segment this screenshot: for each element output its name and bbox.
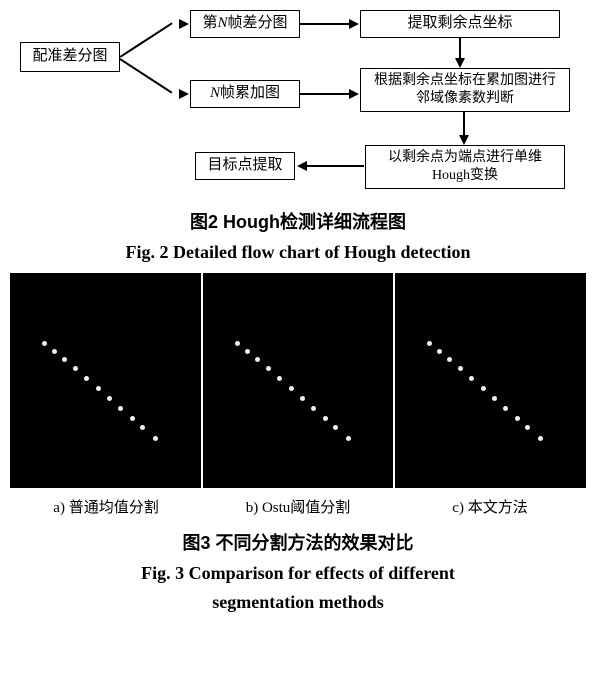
dot [96,386,101,391]
box-hough-transform: 以剩余点为端点进行单维Hough变换 [365,145,565,189]
dot [140,425,145,430]
dot [245,349,250,354]
dot [300,396,305,401]
dot [266,366,271,371]
dot [481,386,486,391]
dot [42,341,47,346]
dot [515,416,520,421]
dot [52,349,57,354]
line-extract-to-neighbor [459,38,461,60]
dot [84,376,89,381]
box-start-text: 配准差分图 [32,47,107,67]
arrow-nth-to-extract [349,19,359,29]
arrow-to-n-accum [179,89,189,99]
dot [235,341,240,346]
dot [255,357,260,362]
fig3-caption-cn: 图3 不同分割方法的效果对比 [0,529,596,555]
line-start-upper [120,22,173,57]
box-n-accum-text: N帧累加图 [210,84,280,104]
line-nth-to-extract [300,23,350,25]
arrow-extract-to-neighbor [455,58,465,68]
box-n-accum: N帧累加图 [190,80,300,108]
box-nth-diff: 第N帧差分图 [190,10,300,38]
box-neighbor-judge-text: 根据剩余点坐标在累加图进行邻域像素数判断 [369,72,561,108]
dot [107,396,112,401]
dot [323,416,328,421]
label-b: b) Ostu阈值分割 [202,496,394,517]
fig3-caption-en-line1: Fig. 3 Comparison for effects of differe… [0,563,596,584]
box-hough-transform-text: 以剩余点为端点进行单维Hough变换 [374,149,556,185]
dot [538,436,543,441]
box-nth-diff-text: 第N帧差分图 [202,14,287,34]
dot [427,341,432,346]
fig2-caption-en: Fig. 2 Detailed flow chart of Hough dete… [0,242,596,263]
image-panel-a [10,273,201,488]
line-hough-to-target [306,165,364,167]
box-extract-coord-text: 提取剩余点坐标 [407,14,512,34]
flowchart-container: 配准差分图 第N帧差分图 N帧累加图 提取剩余点坐标 根据剩余点坐标在累加图进行… [0,0,596,200]
box-neighbor-judge: 根据剩余点坐标在累加图进行邻域像素数判断 [360,68,570,112]
line-start-lower [120,58,173,93]
arrow-accum-to-neighbor [349,89,359,99]
dot [333,425,338,430]
dot [469,376,474,381]
dot [525,425,530,430]
dot [277,376,282,381]
dot [503,406,508,411]
box-extract-coord: 提取剩余点坐标 [360,10,560,38]
dot [458,366,463,371]
dot [118,406,123,411]
box-target-extract-text: 目标点提取 [207,156,282,176]
label-a: a) 普通均值分割 [10,496,202,517]
box-target-extract: 目标点提取 [195,152,295,180]
arrow-hough-to-target [297,161,307,171]
line-neighbor-to-hough [463,112,465,137]
dot [62,357,67,362]
arrow-to-nth-diff [179,19,189,29]
line-accum-to-neighbor [300,93,350,95]
dot [73,366,78,371]
image-panel-c [395,273,586,488]
dot [447,357,452,362]
dot [130,416,135,421]
arrow-neighbor-to-hough [459,135,469,145]
label-c: c) 本文方法 [394,496,586,517]
image-labels: a) 普通均值分割 b) Ostu阈值分割 c) 本文方法 [0,496,596,517]
images-container [0,273,596,488]
dot [492,396,497,401]
fig3-caption-en-line2: segmentation methods [0,592,596,613]
dot [153,436,158,441]
dot [346,436,351,441]
box-start: 配准差分图 [20,42,120,72]
fig2-caption-cn: 图2 Hough检测详细流程图 [0,208,596,234]
dot [289,386,294,391]
image-panel-b [203,273,394,488]
dot [311,406,316,411]
dot [437,349,442,354]
